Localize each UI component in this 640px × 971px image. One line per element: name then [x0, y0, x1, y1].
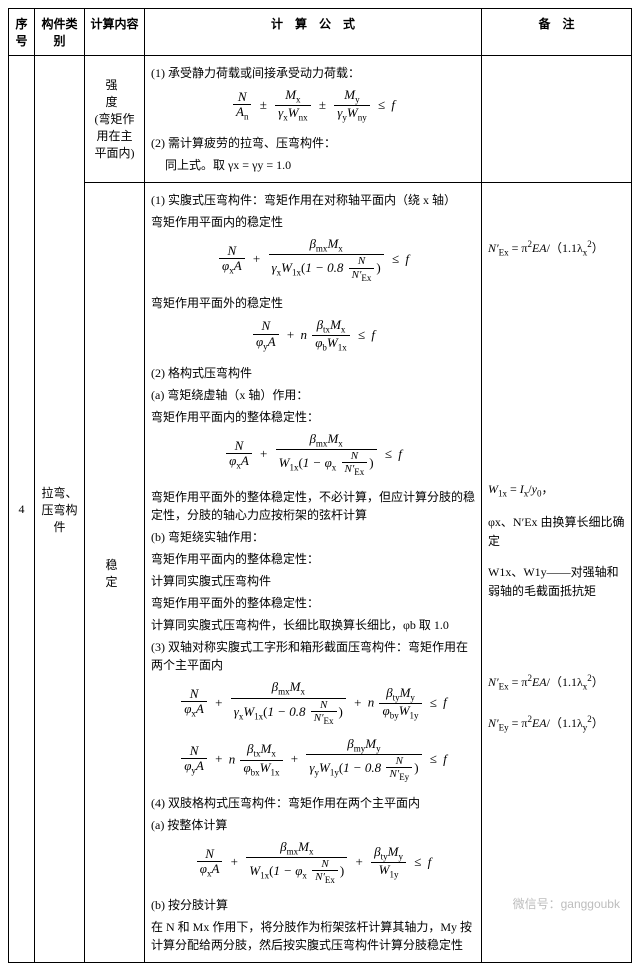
cell-seq: 4: [9, 56, 35, 963]
table-header-row: 序号 构件类别 计算内容 计 算 公 式 备 注: [9, 9, 632, 56]
cell-category: 拉弯、压弯构件: [35, 56, 85, 963]
formula-1b: NφyA + n βtxMxφbW1x ≤ f: [151, 318, 475, 354]
cell-stability-note: N′Ex = π2EA/（1.1λx2） W1x = Ix/y0， φx、N′E…: [482, 182, 632, 962]
note-nex: N′Ex = π2EA/（1.1λx2）: [488, 237, 625, 260]
stab-s3: (3) 双轴对称实腹式工字形和箱形截面压弯构件：弯矩作用在两个主平面内: [151, 638, 475, 674]
formula-3b: NφyA + n βtxMxφbxW1x + βmyMy γyW1y(1 − 0…: [151, 737, 475, 784]
stab-s2a1: 弯矩作用平面内的整体稳定性：: [151, 408, 475, 426]
formula-2a: NφxA + βmxMx W1x(1 − φx NN′Ex) ≤ f: [151, 432, 475, 479]
strength-l2: (2) 需计算疲劳的拉弯、压弯构件：: [151, 134, 475, 152]
stab-s1: (1) 实腹式压弯构件：弯矩作用在对称轴平面内（绕 x 轴）: [151, 191, 475, 209]
stab-s2: (2) 格构式压弯构件: [151, 364, 475, 382]
formula-4a: NφxA + βmxMx W1x(1 − φx NN′Ex) + βtyMyW1…: [151, 840, 475, 887]
table-row: 稳 定 (1) 实腹式压弯构件：弯矩作用在对称轴平面内（绕 x 轴） 弯矩作用平…: [9, 182, 632, 962]
cell-stability-formula: (1) 实腹式压弯构件：弯矩作用在对称轴平面内（绕 x 轴） 弯矩作用平面内的稳…: [145, 182, 482, 962]
note-w: W1x、W1y——对强轴和弱轴的毛截面抵抗矩: [488, 563, 625, 601]
strength-sub: (弯矩作用在主平面内): [91, 110, 138, 161]
stab-s2a: (a) 弯矩绕虚轴（x 轴）作用：: [151, 386, 475, 404]
col-content: 计算内容: [85, 9, 145, 56]
stab-s2b3: 弯矩作用平面外的整体稳定性：: [151, 594, 475, 612]
stab-s1a: 弯矩作用平面内的稳定性: [151, 213, 475, 231]
stab-s4a: (a) 按整体计算: [151, 816, 475, 834]
stab-s2b2: 计算同实腹式压弯构件: [151, 572, 475, 590]
stab-s2b: (b) 弯矩绕实轴作用：: [151, 528, 475, 546]
stab-s1b: 弯矩作用平面外的稳定性: [151, 294, 475, 312]
stab-s2b4: 计算同实腹式压弯构件，长细比取换算长细比，φb 取 1.0: [151, 616, 475, 634]
cell-stability-title: 稳 定: [85, 182, 145, 962]
strength-l3: 同上式。取 γx = γy = 1.0: [151, 156, 475, 174]
stab-s2b1: 弯矩作用平面内的整体稳定性：: [151, 550, 475, 568]
cell-strength-title: 强 度 (弯矩作用在主平面内): [85, 56, 145, 183]
cell-strength-note: [482, 56, 632, 183]
col-seq: 序号: [9, 9, 35, 56]
note-ney: N′Ey = π2EA/（1.1λy2）: [488, 712, 625, 735]
col-category: 构件类别: [35, 9, 85, 56]
strength-label: 强 度: [91, 76, 138, 110]
col-note: 备 注: [482, 9, 632, 56]
stab-s2a2: 弯矩作用平面外的整体稳定性，不必计算，但应计算分肢的稳定性，分肢的轴心力应按桁架…: [151, 488, 475, 524]
formula-3a: NφxA + βmxMx γxW1x(1 − 0.8 NN′Ex) + n βt…: [151, 680, 475, 727]
stab-s4b: (b) 按分肢计算: [151, 896, 475, 914]
note-phi: φx、N′Ex 由换算长细比确定: [488, 513, 625, 551]
note-w1x: W1x = Ix/y0，: [488, 480, 625, 501]
table-row: 4 拉弯、压弯构件 强 度 (弯矩作用在主平面内) (1) 承受静力荷载或间接承…: [9, 56, 632, 183]
col-formula: 计 算 公 式: [145, 9, 482, 56]
cell-strength-formula: (1) 承受静力荷载或间接承受动力荷载： NAn ± MxγxWnx ± Myγ…: [145, 56, 482, 183]
note-nex2: N′Ex = π2EA/（1.1λx2）: [488, 671, 625, 694]
formula-strength: NAn ± MxγxWnx ± MyγyWny ≤ f: [151, 88, 475, 124]
strength-l1: (1) 承受静力荷载或间接承受动力荷载：: [151, 64, 475, 82]
watermark: 微信号：ganggoubk: [513, 895, 620, 912]
spec-table: 序号 构件类别 计算内容 计 算 公 式 备 注 4 拉弯、压弯构件 强 度 (…: [8, 8, 632, 963]
stab-s4: (4) 双肢格构式压弯构件：弯矩作用在两个主平面内: [151, 794, 475, 812]
formula-1a: NφxA + βmxMx γxW1x(1 − 0.8 NN′Ex) ≤ f: [151, 237, 475, 284]
